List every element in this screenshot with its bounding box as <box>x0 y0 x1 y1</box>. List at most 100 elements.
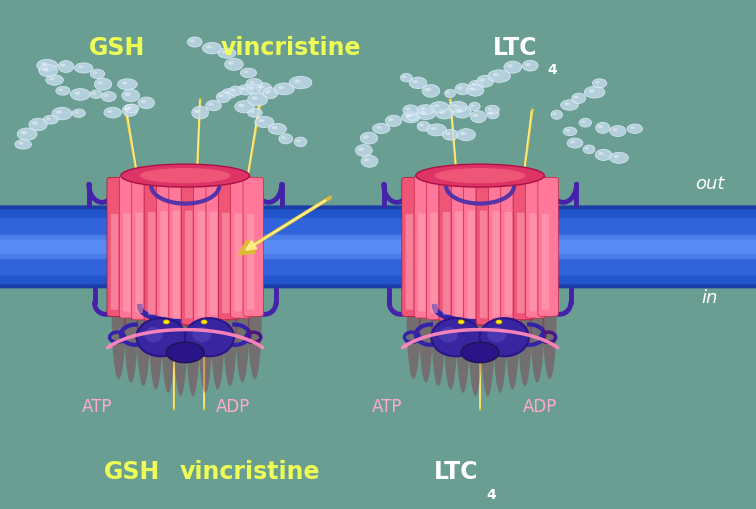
Ellipse shape <box>420 111 426 114</box>
Ellipse shape <box>238 84 254 95</box>
FancyBboxPatch shape <box>222 213 230 313</box>
Ellipse shape <box>485 105 499 114</box>
Ellipse shape <box>125 104 139 113</box>
Ellipse shape <box>201 320 207 324</box>
Ellipse shape <box>198 245 212 393</box>
Ellipse shape <box>481 245 495 397</box>
Ellipse shape <box>268 123 287 134</box>
Ellipse shape <box>90 90 103 99</box>
Text: LTC: LTC <box>435 460 479 485</box>
Ellipse shape <box>416 164 544 187</box>
FancyBboxPatch shape <box>402 177 422 317</box>
Ellipse shape <box>56 86 70 95</box>
Text: LTC: LTC <box>494 36 538 61</box>
Ellipse shape <box>609 126 626 136</box>
Ellipse shape <box>440 111 445 115</box>
Ellipse shape <box>596 122 610 133</box>
Ellipse shape <box>581 121 585 123</box>
Text: ATP: ATP <box>82 398 112 416</box>
Ellipse shape <box>412 80 418 83</box>
Ellipse shape <box>461 342 499 363</box>
Ellipse shape <box>448 101 467 112</box>
FancyBboxPatch shape <box>132 174 152 320</box>
Ellipse shape <box>225 59 243 70</box>
Ellipse shape <box>477 75 494 87</box>
Ellipse shape <box>469 88 476 91</box>
Ellipse shape <box>584 87 605 98</box>
Ellipse shape <box>564 102 569 105</box>
FancyBboxPatch shape <box>148 212 156 315</box>
Text: 4: 4 <box>487 488 497 502</box>
Ellipse shape <box>58 61 74 72</box>
Text: vincristine: vincristine <box>221 36 361 61</box>
Ellipse shape <box>186 245 200 397</box>
Ellipse shape <box>407 245 420 379</box>
Ellipse shape <box>42 68 48 71</box>
Ellipse shape <box>52 107 72 120</box>
Ellipse shape <box>228 61 234 65</box>
Ellipse shape <box>128 106 132 108</box>
FancyBboxPatch shape <box>538 177 558 317</box>
Ellipse shape <box>294 137 307 147</box>
Ellipse shape <box>94 78 112 90</box>
Ellipse shape <box>453 105 471 118</box>
FancyBboxPatch shape <box>185 211 193 318</box>
Ellipse shape <box>609 152 628 163</box>
Ellipse shape <box>222 50 227 53</box>
FancyBboxPatch shape <box>406 214 413 310</box>
Ellipse shape <box>503 61 522 73</box>
FancyBboxPatch shape <box>492 211 500 317</box>
Ellipse shape <box>122 81 127 84</box>
Ellipse shape <box>246 78 262 88</box>
Ellipse shape <box>280 136 286 139</box>
Text: GSH: GSH <box>104 460 160 485</box>
Ellipse shape <box>290 76 312 89</box>
FancyBboxPatch shape <box>119 176 140 318</box>
Ellipse shape <box>438 327 457 342</box>
Ellipse shape <box>75 63 93 73</box>
Ellipse shape <box>507 64 513 68</box>
Ellipse shape <box>472 114 479 117</box>
Ellipse shape <box>574 96 579 99</box>
Ellipse shape <box>597 125 603 128</box>
Ellipse shape <box>466 85 484 96</box>
Ellipse shape <box>187 37 202 47</box>
Ellipse shape <box>39 65 57 77</box>
Ellipse shape <box>487 327 507 342</box>
FancyBboxPatch shape <box>0 210 756 284</box>
Ellipse shape <box>173 245 187 397</box>
Ellipse shape <box>235 101 254 113</box>
Ellipse shape <box>257 83 271 94</box>
Ellipse shape <box>431 318 481 356</box>
Ellipse shape <box>598 152 603 155</box>
Ellipse shape <box>431 245 445 386</box>
FancyBboxPatch shape <box>234 213 242 312</box>
Ellipse shape <box>140 168 231 183</box>
Ellipse shape <box>525 63 530 66</box>
Text: in: in <box>702 289 718 307</box>
Ellipse shape <box>75 111 79 114</box>
FancyBboxPatch shape <box>107 177 127 317</box>
Ellipse shape <box>240 68 256 78</box>
FancyBboxPatch shape <box>513 174 534 320</box>
Ellipse shape <box>479 318 529 356</box>
Ellipse shape <box>18 142 23 145</box>
Ellipse shape <box>579 118 591 127</box>
Ellipse shape <box>561 100 578 110</box>
Ellipse shape <box>259 86 264 89</box>
Ellipse shape <box>470 104 475 107</box>
Ellipse shape <box>218 94 223 97</box>
Ellipse shape <box>488 107 492 110</box>
FancyBboxPatch shape <box>243 177 263 317</box>
Ellipse shape <box>259 119 265 122</box>
Ellipse shape <box>206 45 212 48</box>
Ellipse shape <box>246 84 260 94</box>
Ellipse shape <box>122 90 140 102</box>
Ellipse shape <box>488 70 510 82</box>
Ellipse shape <box>250 110 255 113</box>
FancyBboxPatch shape <box>504 212 512 315</box>
FancyBboxPatch shape <box>0 218 756 276</box>
Ellipse shape <box>453 104 458 107</box>
Ellipse shape <box>138 97 154 109</box>
Ellipse shape <box>60 64 66 67</box>
